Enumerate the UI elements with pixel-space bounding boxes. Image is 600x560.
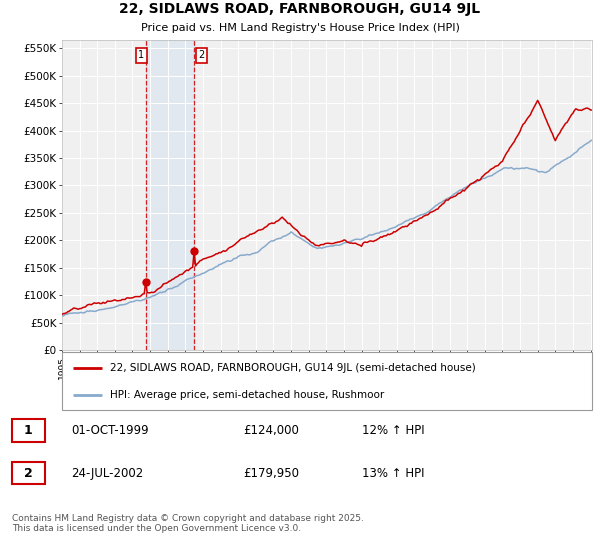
Text: HPI: Average price, semi-detached house, Rushmoor: HPI: Average price, semi-detached house,… (110, 390, 384, 400)
FancyBboxPatch shape (12, 462, 44, 484)
Text: Price paid vs. HM Land Registry's House Price Index (HPI): Price paid vs. HM Land Registry's House … (140, 23, 460, 33)
Text: 1: 1 (138, 50, 145, 60)
Text: £179,950: £179,950 (244, 466, 299, 480)
Text: 1: 1 (24, 424, 32, 437)
Text: 2: 2 (24, 466, 32, 480)
Text: 13% ↑ HPI: 13% ↑ HPI (362, 466, 425, 480)
Text: 22, SIDLAWS ROAD, FARNBOROUGH, GU14 9JL: 22, SIDLAWS ROAD, FARNBOROUGH, GU14 9JL (119, 2, 481, 16)
Text: 01-OCT-1999: 01-OCT-1999 (71, 424, 149, 437)
Text: Contains HM Land Registry data © Crown copyright and database right 2025.
This d: Contains HM Land Registry data © Crown c… (12, 514, 364, 533)
Text: 24-JUL-2002: 24-JUL-2002 (71, 466, 143, 480)
Text: 22, SIDLAWS ROAD, FARNBOROUGH, GU14 9JL (semi-detached house): 22, SIDLAWS ROAD, FARNBOROUGH, GU14 9JL … (110, 363, 475, 374)
Bar (146, 40, 194, 350)
Text: 12% ↑ HPI: 12% ↑ HPI (362, 424, 425, 437)
Text: £124,000: £124,000 (244, 424, 299, 437)
FancyBboxPatch shape (62, 352, 592, 410)
FancyBboxPatch shape (12, 419, 44, 442)
Text: 2: 2 (199, 50, 205, 60)
